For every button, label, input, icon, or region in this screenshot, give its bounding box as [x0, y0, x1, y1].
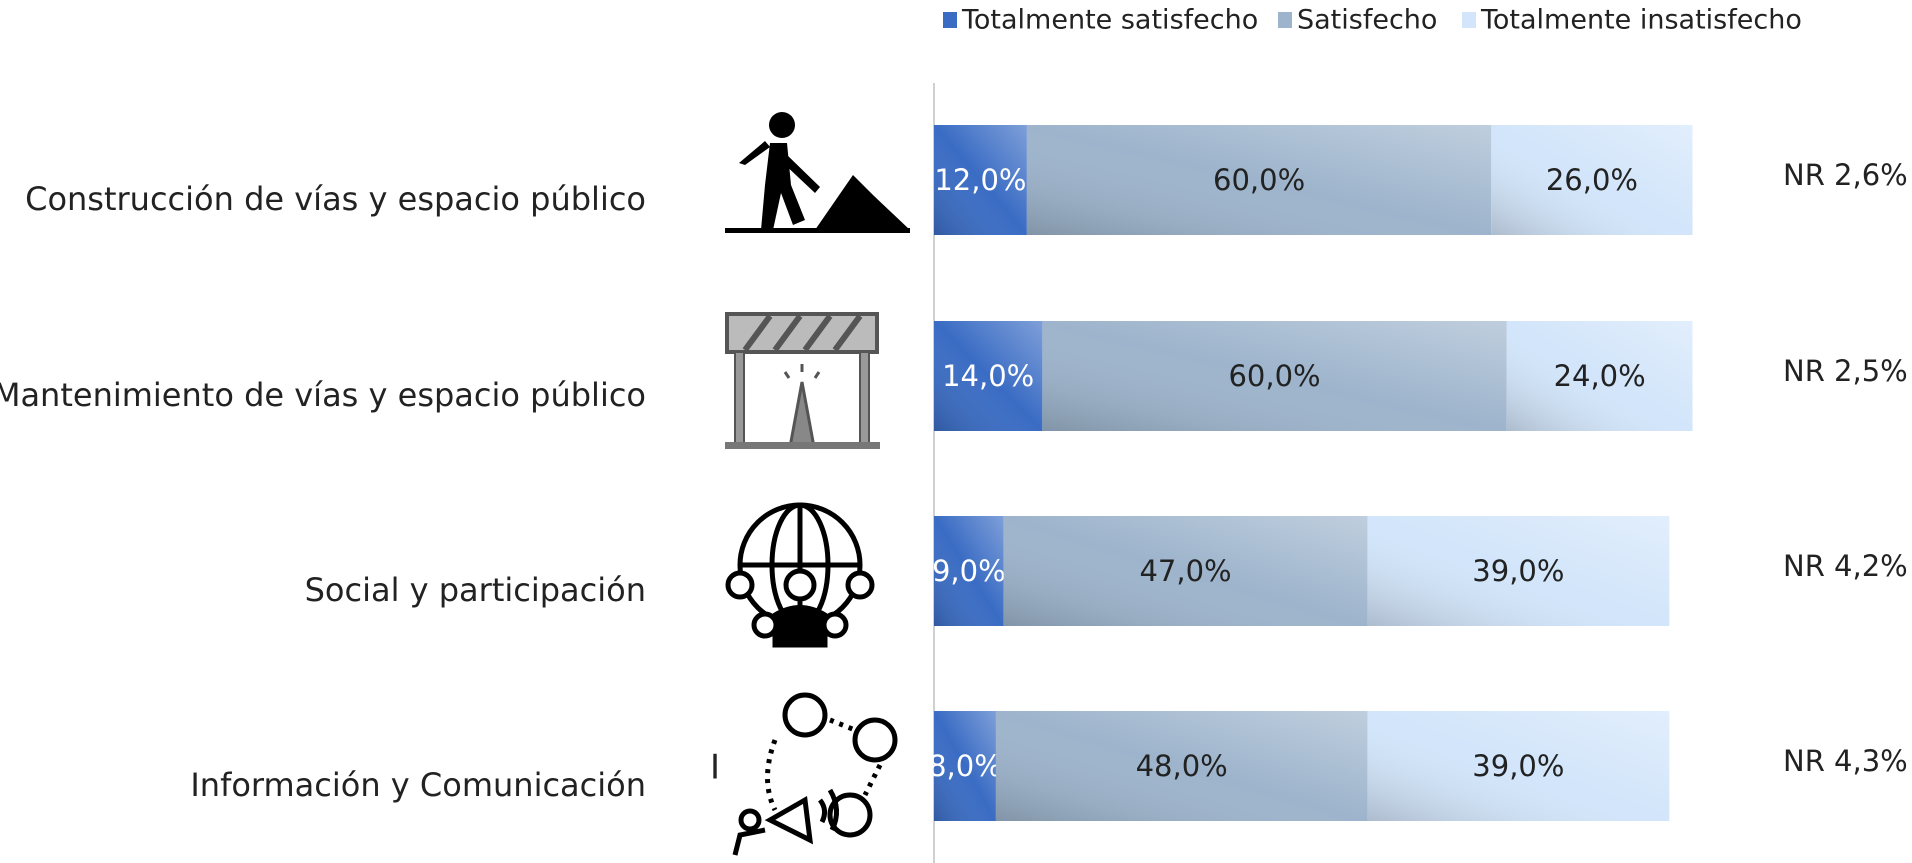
value-label: 39,0% [1472, 554, 1564, 588]
legend-swatch [943, 12, 957, 28]
bar-shade [995, 711, 1368, 821]
value-label: 14,0% [942, 359, 1034, 393]
icon-barrier [725, 312, 880, 449]
bar-shade [1506, 321, 1693, 431]
value-label: 9,0% [932, 554, 1006, 588]
bar-shade [1042, 321, 1507, 431]
bar-shade [1026, 125, 1492, 235]
legend-swatch [1462, 12, 1476, 28]
bar-shade [934, 125, 1027, 235]
category-label: Construcción de vías y espacio público [25, 180, 646, 218]
bar-shade [934, 711, 996, 821]
value-label: 24,0% [1554, 359, 1646, 393]
value-label: 47,0% [1139, 554, 1231, 588]
value-label: 48,0% [1136, 749, 1228, 783]
value-label: 8,0% [928, 749, 1002, 783]
legend-label: Totalmente insatisfecho [1480, 5, 1802, 36]
bar-shade [1491, 125, 1693, 235]
icon-worker [725, 112, 910, 233]
legend-label: Satisfecho [1297, 5, 1437, 36]
bar-shade [1367, 711, 1670, 821]
icon-communication [732, 692, 898, 856]
category-label: Información y Comunicación [190, 766, 646, 804]
category-label: Mantenimiento de vías y espacio público [0, 376, 646, 414]
bar-shade [1003, 516, 1368, 626]
nr-label: NR 2,5% [1783, 354, 1908, 388]
value-label: 60,0% [1228, 359, 1320, 393]
nr-label: NR 4,2% [1783, 549, 1908, 583]
icon-globe-people [725, 502, 875, 648]
nr-label: NR 4,3% [1783, 744, 1908, 778]
legend-swatch [1278, 12, 1292, 28]
value-label: 26,0% [1546, 163, 1638, 197]
category-label: Social y participación [305, 571, 646, 609]
bar-shade [1367, 516, 1670, 626]
legend-label: Totalmente satisfecho [961, 5, 1258, 36]
value-label: 12,0% [934, 163, 1026, 197]
nr-label: NR 2,6% [1783, 158, 1908, 192]
value-label: 60,0% [1213, 163, 1305, 197]
value-label: 39,0% [1472, 749, 1564, 783]
bar-shade [934, 321, 1043, 431]
stray-text: I [710, 748, 720, 788]
bar-shade [934, 516, 1004, 626]
